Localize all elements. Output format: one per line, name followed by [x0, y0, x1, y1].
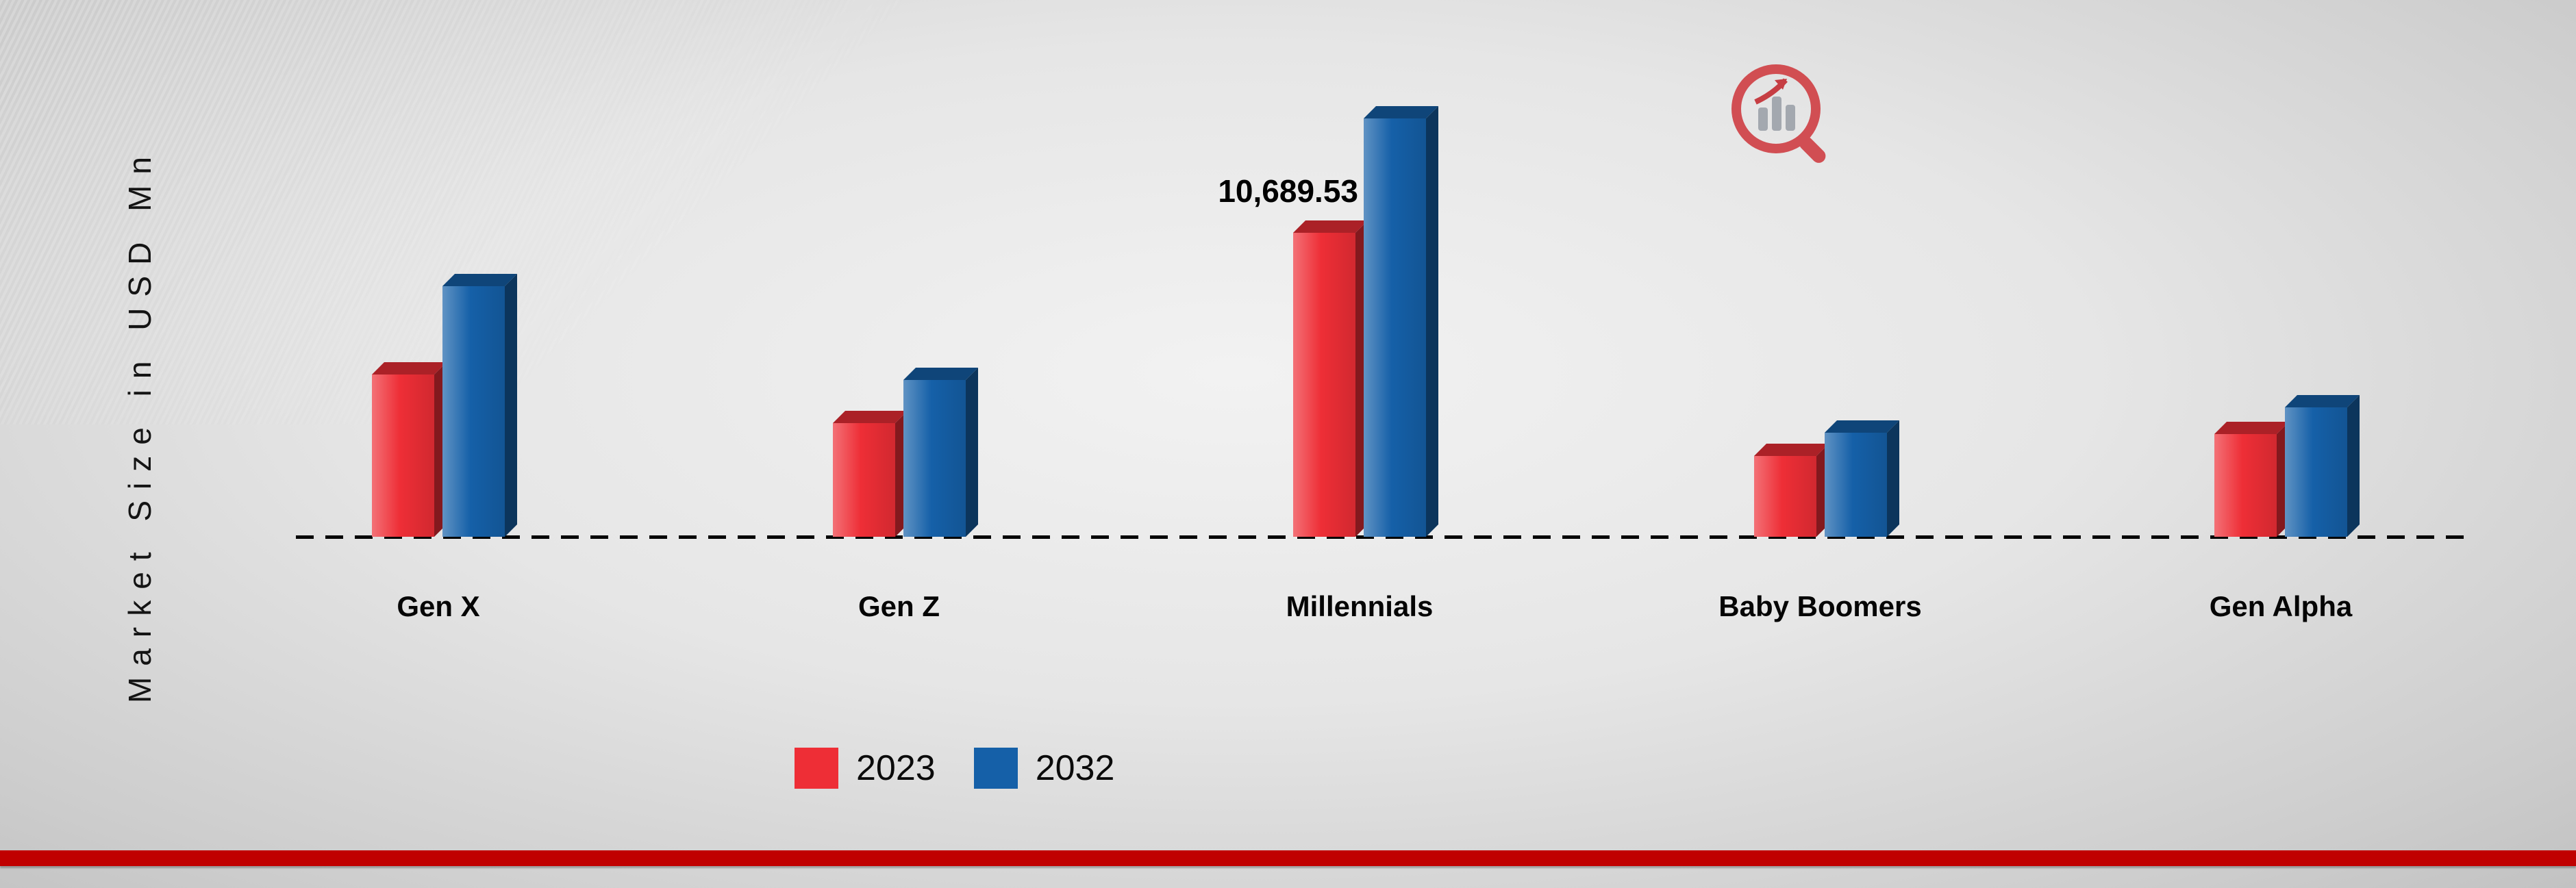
- bar-2032-gen-alpha: [2285, 407, 2347, 537]
- bar-2023-millennials: [1293, 233, 1355, 537]
- legend-swatch-2032: [973, 748, 1018, 789]
- legend-swatch-2023: [795, 748, 838, 789]
- category-label-millennials: Millennials: [1286, 590, 1434, 622]
- bar-2032-millennials: [1364, 118, 1426, 537]
- legend-label-2023: 2023: [856, 748, 936, 788]
- y-axis-label: Market Size in USD Mn: [122, 145, 158, 704]
- legend-item-2032: 2032: [973, 748, 1115, 789]
- bar-2023-gen-z: [832, 423, 895, 537]
- magnifier-bar-chart-logo-icon: [1731, 64, 1826, 163]
- bar-2023-gen-x: [372, 375, 434, 537]
- footer-stripe: [0, 850, 2576, 866]
- legend: 2023 2032: [795, 748, 1114, 789]
- data-label-millennials: 10,689.53: [1218, 173, 1358, 209]
- bar-group-gen-z: [797, 96, 1002, 537]
- category-label-gen-alpha: Gen Alpha: [2209, 590, 2353, 622]
- bar-group-gen-alpha: [2178, 96, 2384, 537]
- bar-2023-gen-alpha: [2214, 434, 2277, 537]
- legend-item-2023: 2023: [795, 748, 936, 789]
- bar-2032-baby-boomers: [1824, 433, 1887, 537]
- bar-group-millennials: 10,689.53: [1218, 96, 1462, 537]
- x-axis-baseline: [296, 535, 2467, 539]
- bar-2032-gen-x: [442, 286, 505, 537]
- category-label-gen-z: Gen Z: [858, 590, 940, 622]
- bar-2032-gen-z: [903, 380, 966, 537]
- bar-group-gen-x: [336, 96, 541, 537]
- category-label-baby-boomers: Baby Boomers: [1718, 590, 1922, 622]
- bar-2023-baby-boomers: [1753, 456, 1816, 537]
- legend-label-2032: 2032: [1035, 748, 1115, 788]
- category-labels-row: Gen X Gen Z Millennials Baby Boomers Gen Alp…: [295, 590, 2466, 623]
- category-label-gen-x: Gen X: [397, 590, 480, 622]
- plot-area: 10,689.53: [295, 96, 2466, 537]
- bar-group-baby-boomers: [1718, 96, 1923, 537]
